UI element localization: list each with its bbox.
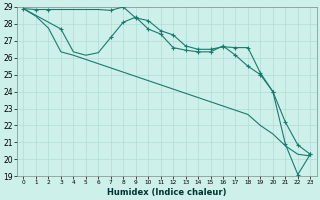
- X-axis label: Humidex (Indice chaleur): Humidex (Indice chaleur): [107, 188, 227, 197]
